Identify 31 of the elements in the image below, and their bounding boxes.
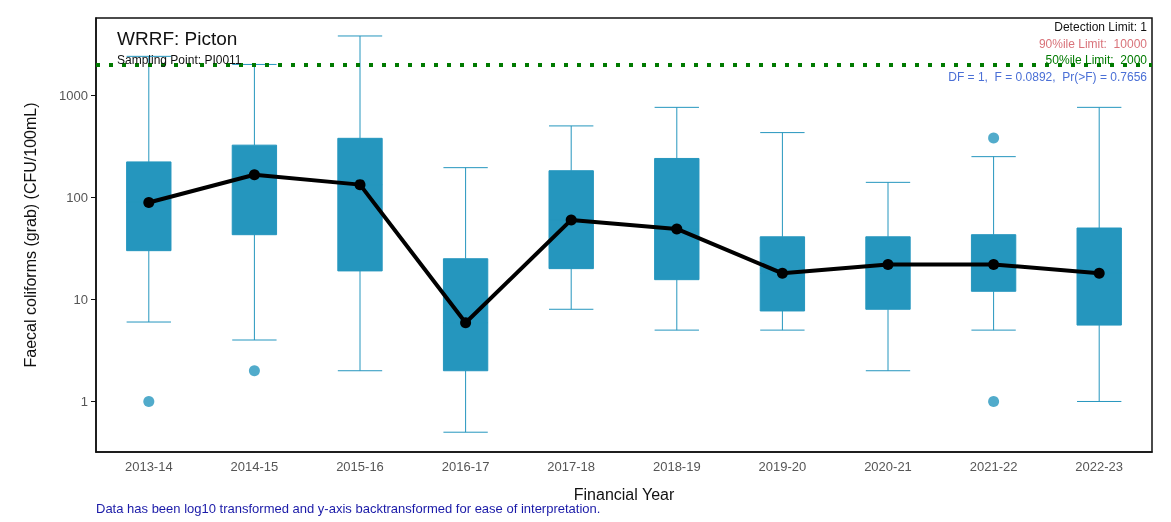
y-tick-label: 1 bbox=[80, 393, 88, 409]
x-tick-label: 2016-17 bbox=[441, 459, 490, 474]
x-tick-label: 2018-19 bbox=[652, 459, 701, 474]
y-tick-label: 10 bbox=[73, 291, 88, 307]
point bbox=[1093, 267, 1105, 279]
point bbox=[988, 258, 1000, 270]
point bbox=[565, 214, 577, 226]
text: WRRF: Picton bbox=[117, 28, 238, 49]
annotation: DF = 1, F = 0.0892, Pr(>F) = 0.7656 bbox=[948, 69, 1148, 84]
y-tick-label: 1000 bbox=[59, 87, 88, 103]
x-tick-label: 2015-16 bbox=[336, 459, 384, 474]
point bbox=[248, 169, 260, 181]
x-tick-label: 2017-18 bbox=[547, 459, 596, 474]
annotation: 90%ile Limit: 10000 bbox=[1038, 36, 1148, 51]
point bbox=[354, 179, 366, 191]
y-axis-title: Faecal coliforms (grab) (CFU/100mL) bbox=[21, 102, 39, 368]
annotation: Detection Limit: 1 bbox=[1054, 20, 1148, 34]
point bbox=[143, 196, 155, 208]
x-tick-label: 2019-20 bbox=[758, 459, 807, 474]
point bbox=[460, 317, 472, 329]
x-tick-label: 2022-23 bbox=[1075, 459, 1124, 474]
text: Data has been log10 transformed and y-axis backtransformed for ease of interpretation. bbox=[96, 501, 601, 516]
x-tick-label: 2013-14 bbox=[124, 459, 173, 474]
x-tick-label: 2021-22 bbox=[969, 459, 1018, 474]
x-axis-title: Financial Year bbox=[573, 485, 675, 503]
x-tick-label: 2014-15 bbox=[230, 459, 279, 474]
point bbox=[776, 267, 788, 279]
x-tick-label: 2020-21 bbox=[864, 459, 912, 474]
point bbox=[671, 223, 683, 235]
point bbox=[882, 258, 894, 270]
y-tick-label: 100 bbox=[66, 189, 88, 205]
